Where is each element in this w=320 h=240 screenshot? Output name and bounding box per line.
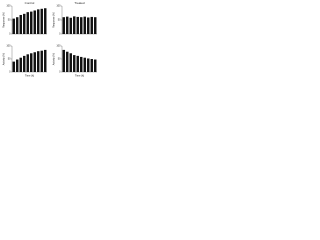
bar	[69, 53, 72, 72]
y-tick-label: 50	[8, 58, 11, 61]
bar	[44, 49, 47, 72]
bar	[23, 55, 26, 72]
bar	[87, 58, 90, 72]
bar	[90, 16, 93, 34]
bar	[80, 56, 83, 72]
bar	[87, 17, 90, 34]
bar	[26, 54, 29, 72]
figure: Control Response (%) 0 50 100 Treated Response…	[3, 1, 97, 78]
bar	[73, 16, 76, 34]
y-tick-label: 50	[8, 19, 11, 22]
x-axis-label: Time (h)	[75, 75, 84, 78]
bar	[12, 61, 15, 72]
bar	[40, 8, 43, 35]
bar	[37, 9, 40, 34]
x-axis-label: Time (h)	[25, 75, 34, 78]
bar	[30, 11, 33, 35]
bar	[62, 49, 65, 72]
y-axis-label: Activity (%)	[3, 53, 6, 66]
bar	[40, 50, 43, 72]
bar	[83, 16, 86, 34]
bar	[19, 57, 22, 72]
y-axis-label: Response (%)	[3, 12, 6, 28]
bar	[66, 16, 69, 34]
bar	[66, 51, 69, 72]
bar	[23, 13, 26, 34]
bar	[94, 59, 97, 72]
y-tick-label: 0	[9, 71, 11, 74]
y-tick-label: 50	[58, 19, 61, 22]
y-tick-label: 100	[6, 5, 11, 8]
y-tick-label: 100	[56, 45, 61, 48]
y-tick-label: 50	[58, 58, 61, 61]
bar	[80, 17, 83, 34]
bar	[76, 55, 79, 72]
bar	[94, 17, 97, 34]
bar	[12, 18, 15, 34]
bar	[30, 53, 33, 72]
bar	[26, 12, 29, 34]
bar	[62, 17, 65, 34]
bar	[19, 14, 22, 35]
y-tick-label: 100	[6, 45, 11, 48]
y-tick-label: 0	[59, 71, 61, 74]
bar	[33, 10, 36, 34]
bar	[69, 17, 72, 34]
bar	[44, 8, 47, 34]
y-tick-label: 0	[59, 33, 61, 36]
y-axis-label: Activity (%)	[53, 53, 56, 66]
bar	[76, 16, 79, 34]
bar	[37, 51, 40, 72]
bar	[16, 17, 19, 34]
bar	[83, 57, 86, 72]
bar	[33, 52, 36, 72]
page: Control Response (%) 0 50 100 Treated Response…	[0, 0, 320, 80]
y-tick-label: 100	[56, 5, 61, 8]
chart-title: Control	[25, 1, 35, 5]
y-tick-label: 0	[9, 33, 11, 36]
y-axis-label: Response (%)	[53, 12, 56, 28]
bar	[16, 59, 19, 72]
chart-title: Treated	[74, 1, 85, 5]
bar	[73, 55, 76, 72]
bar	[90, 59, 93, 72]
